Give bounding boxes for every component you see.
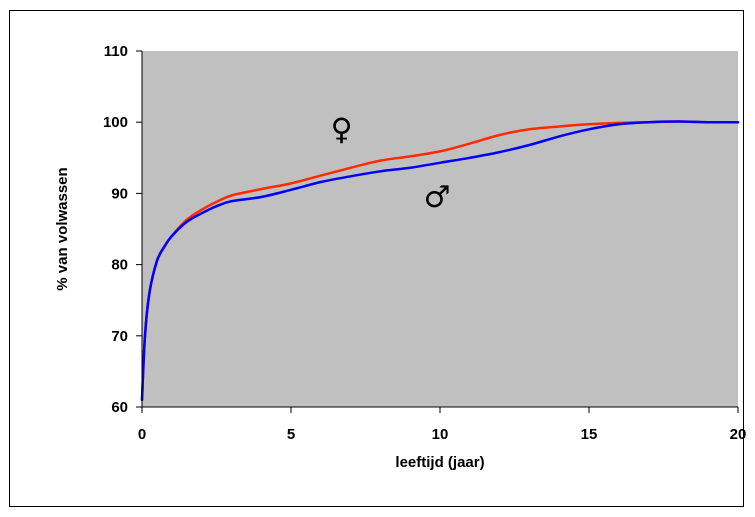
x-axis-label: leeftijd (jaar) bbox=[395, 454, 484, 471]
y-tick-label: 80 bbox=[111, 257, 128, 274]
x-tick-label: 0 bbox=[138, 426, 146, 443]
male-symbol-icon: ♂ bbox=[424, 180, 451, 215]
y-tick-label: 90 bbox=[111, 185, 128, 202]
y-axis-label: % van volwassen bbox=[54, 167, 71, 290]
y-tick-label: 60 bbox=[111, 399, 128, 416]
x-tick-label: 15 bbox=[581, 426, 598, 443]
plot-area bbox=[142, 51, 738, 407]
series-line-male bbox=[140, 120, 740, 402]
y-tick-label: 100 bbox=[103, 114, 128, 131]
female-symbol-icon: ♀ bbox=[331, 112, 353, 147]
x-tick-label: 10 bbox=[432, 426, 449, 443]
y-tick-label: 70 bbox=[111, 328, 128, 345]
y-tick-label: 110 bbox=[104, 43, 128, 60]
x-tick-label: 20 bbox=[730, 426, 747, 443]
x-tick-label: 5 bbox=[287, 426, 295, 443]
